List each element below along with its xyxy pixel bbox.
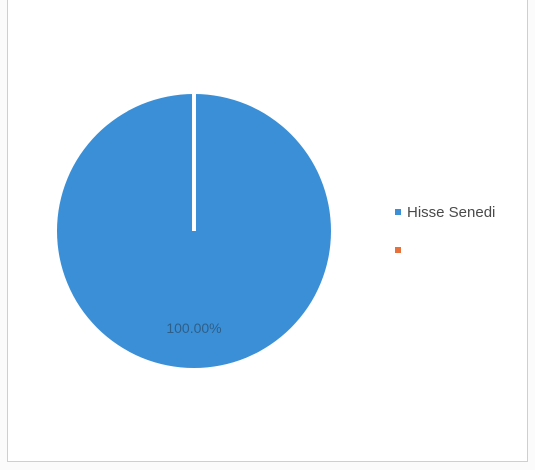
legend-item-hisse-senedi: Hisse Senedi [395, 200, 495, 224]
legend-swatch-icon [395, 247, 401, 253]
slice-data-label: 100.00% [166, 320, 221, 336]
legend-item-unnamed [395, 238, 495, 262]
chart-legend: Hisse Senedi [395, 200, 495, 276]
legend-label: Hisse Senedi [407, 203, 496, 221]
legend-swatch-icon [395, 209, 401, 215]
